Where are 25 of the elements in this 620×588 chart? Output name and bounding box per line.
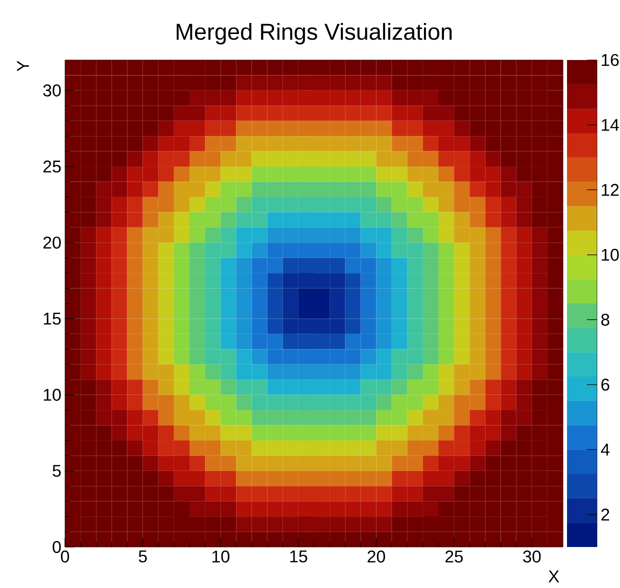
x-tick-label: 5 [138, 550, 147, 562]
color-bar-label: 4 [600, 444, 610, 456]
x-tick-label: 30 [523, 550, 541, 563]
x-axis-title: X [548, 570, 560, 582]
color-bar-label: 6 [601, 378, 610, 391]
x-tick-label: 25 [445, 550, 463, 563]
y-tick-label: 30 [43, 84, 61, 96]
y-tick-label: 25 [43, 160, 61, 173]
x-tick-label: 0 [60, 550, 70, 563]
x-tick-label: 10 [212, 550, 230, 563]
chart-title: Merged Rings Visualization [176, 23, 452, 44]
color-bar-label: 12 [602, 184, 619, 196]
y-tick-label: 15 [44, 312, 61, 325]
y-tick-label: 10 [44, 388, 61, 401]
color-bar-label: 10 [602, 248, 619, 261]
y-tick-label: 5 [52, 464, 61, 477]
y-tick-label: 0 [52, 540, 61, 554]
y-tick-label: 20 [43, 236, 61, 249]
x-tick-label: 20 [368, 550, 386, 563]
color-bar-label: 8 [601, 314, 610, 326]
color-bar-label: 14 [602, 119, 619, 131]
x-tick-label: 15 [290, 550, 308, 562]
y-axis-title: Y [17, 60, 29, 72]
color-bar-label: 16 [602, 54, 619, 66]
color-bar-label: 2 [601, 508, 610, 520]
